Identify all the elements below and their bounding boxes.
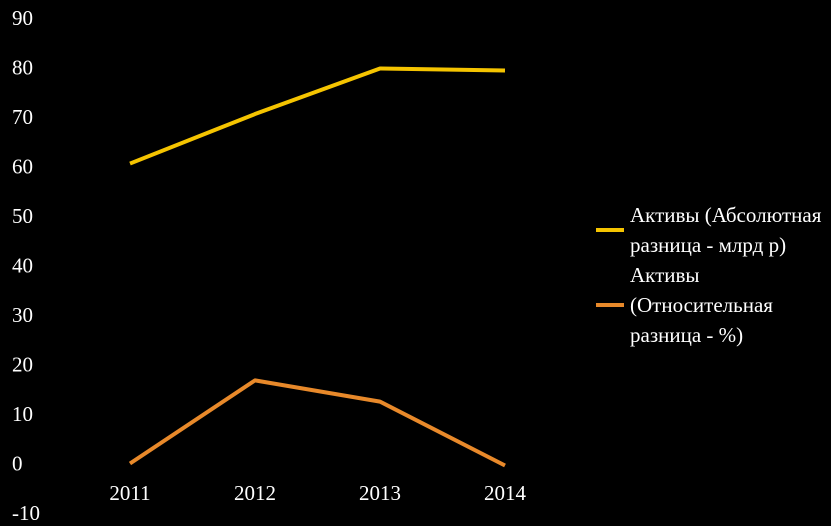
x-tick-label: 2012 xyxy=(234,481,276,505)
legend-label: Активы (Абсолютная разница - млрд р) xyxy=(630,203,822,257)
legend-swatch xyxy=(596,228,624,232)
y-tick-label: 90 xyxy=(12,6,33,30)
legend-label: Активы (Относительная разница - %) xyxy=(630,263,773,347)
legend-entry: Активы (Абсолютная разница - млрд р) xyxy=(596,200,828,260)
series-line xyxy=(128,378,506,468)
legend-entry: Активы (Относительная разница - %) xyxy=(596,260,828,350)
y-tick-label: 0 xyxy=(12,451,23,475)
x-tick-label: 2011 xyxy=(109,481,150,505)
x-tick-label: 2014 xyxy=(484,481,527,505)
legend: Активы (Абсолютная разница - млрд р) Акти… xyxy=(596,200,828,350)
y-tick-label: 50 xyxy=(12,204,33,228)
y-tick-label: 40 xyxy=(12,253,33,277)
series-line xyxy=(129,66,506,166)
y-tick-label: 80 xyxy=(12,55,33,79)
y-tick-label: 70 xyxy=(12,105,33,129)
y-tick-label: 30 xyxy=(12,303,33,327)
legend-swatch xyxy=(596,303,624,307)
y-tick-label: 60 xyxy=(12,154,33,178)
x-tick-label: 2013 xyxy=(359,481,401,505)
y-tick-label: -10 xyxy=(12,501,40,525)
y-tick-label: 20 xyxy=(12,352,33,376)
y-tick-label: 10 xyxy=(12,402,33,426)
